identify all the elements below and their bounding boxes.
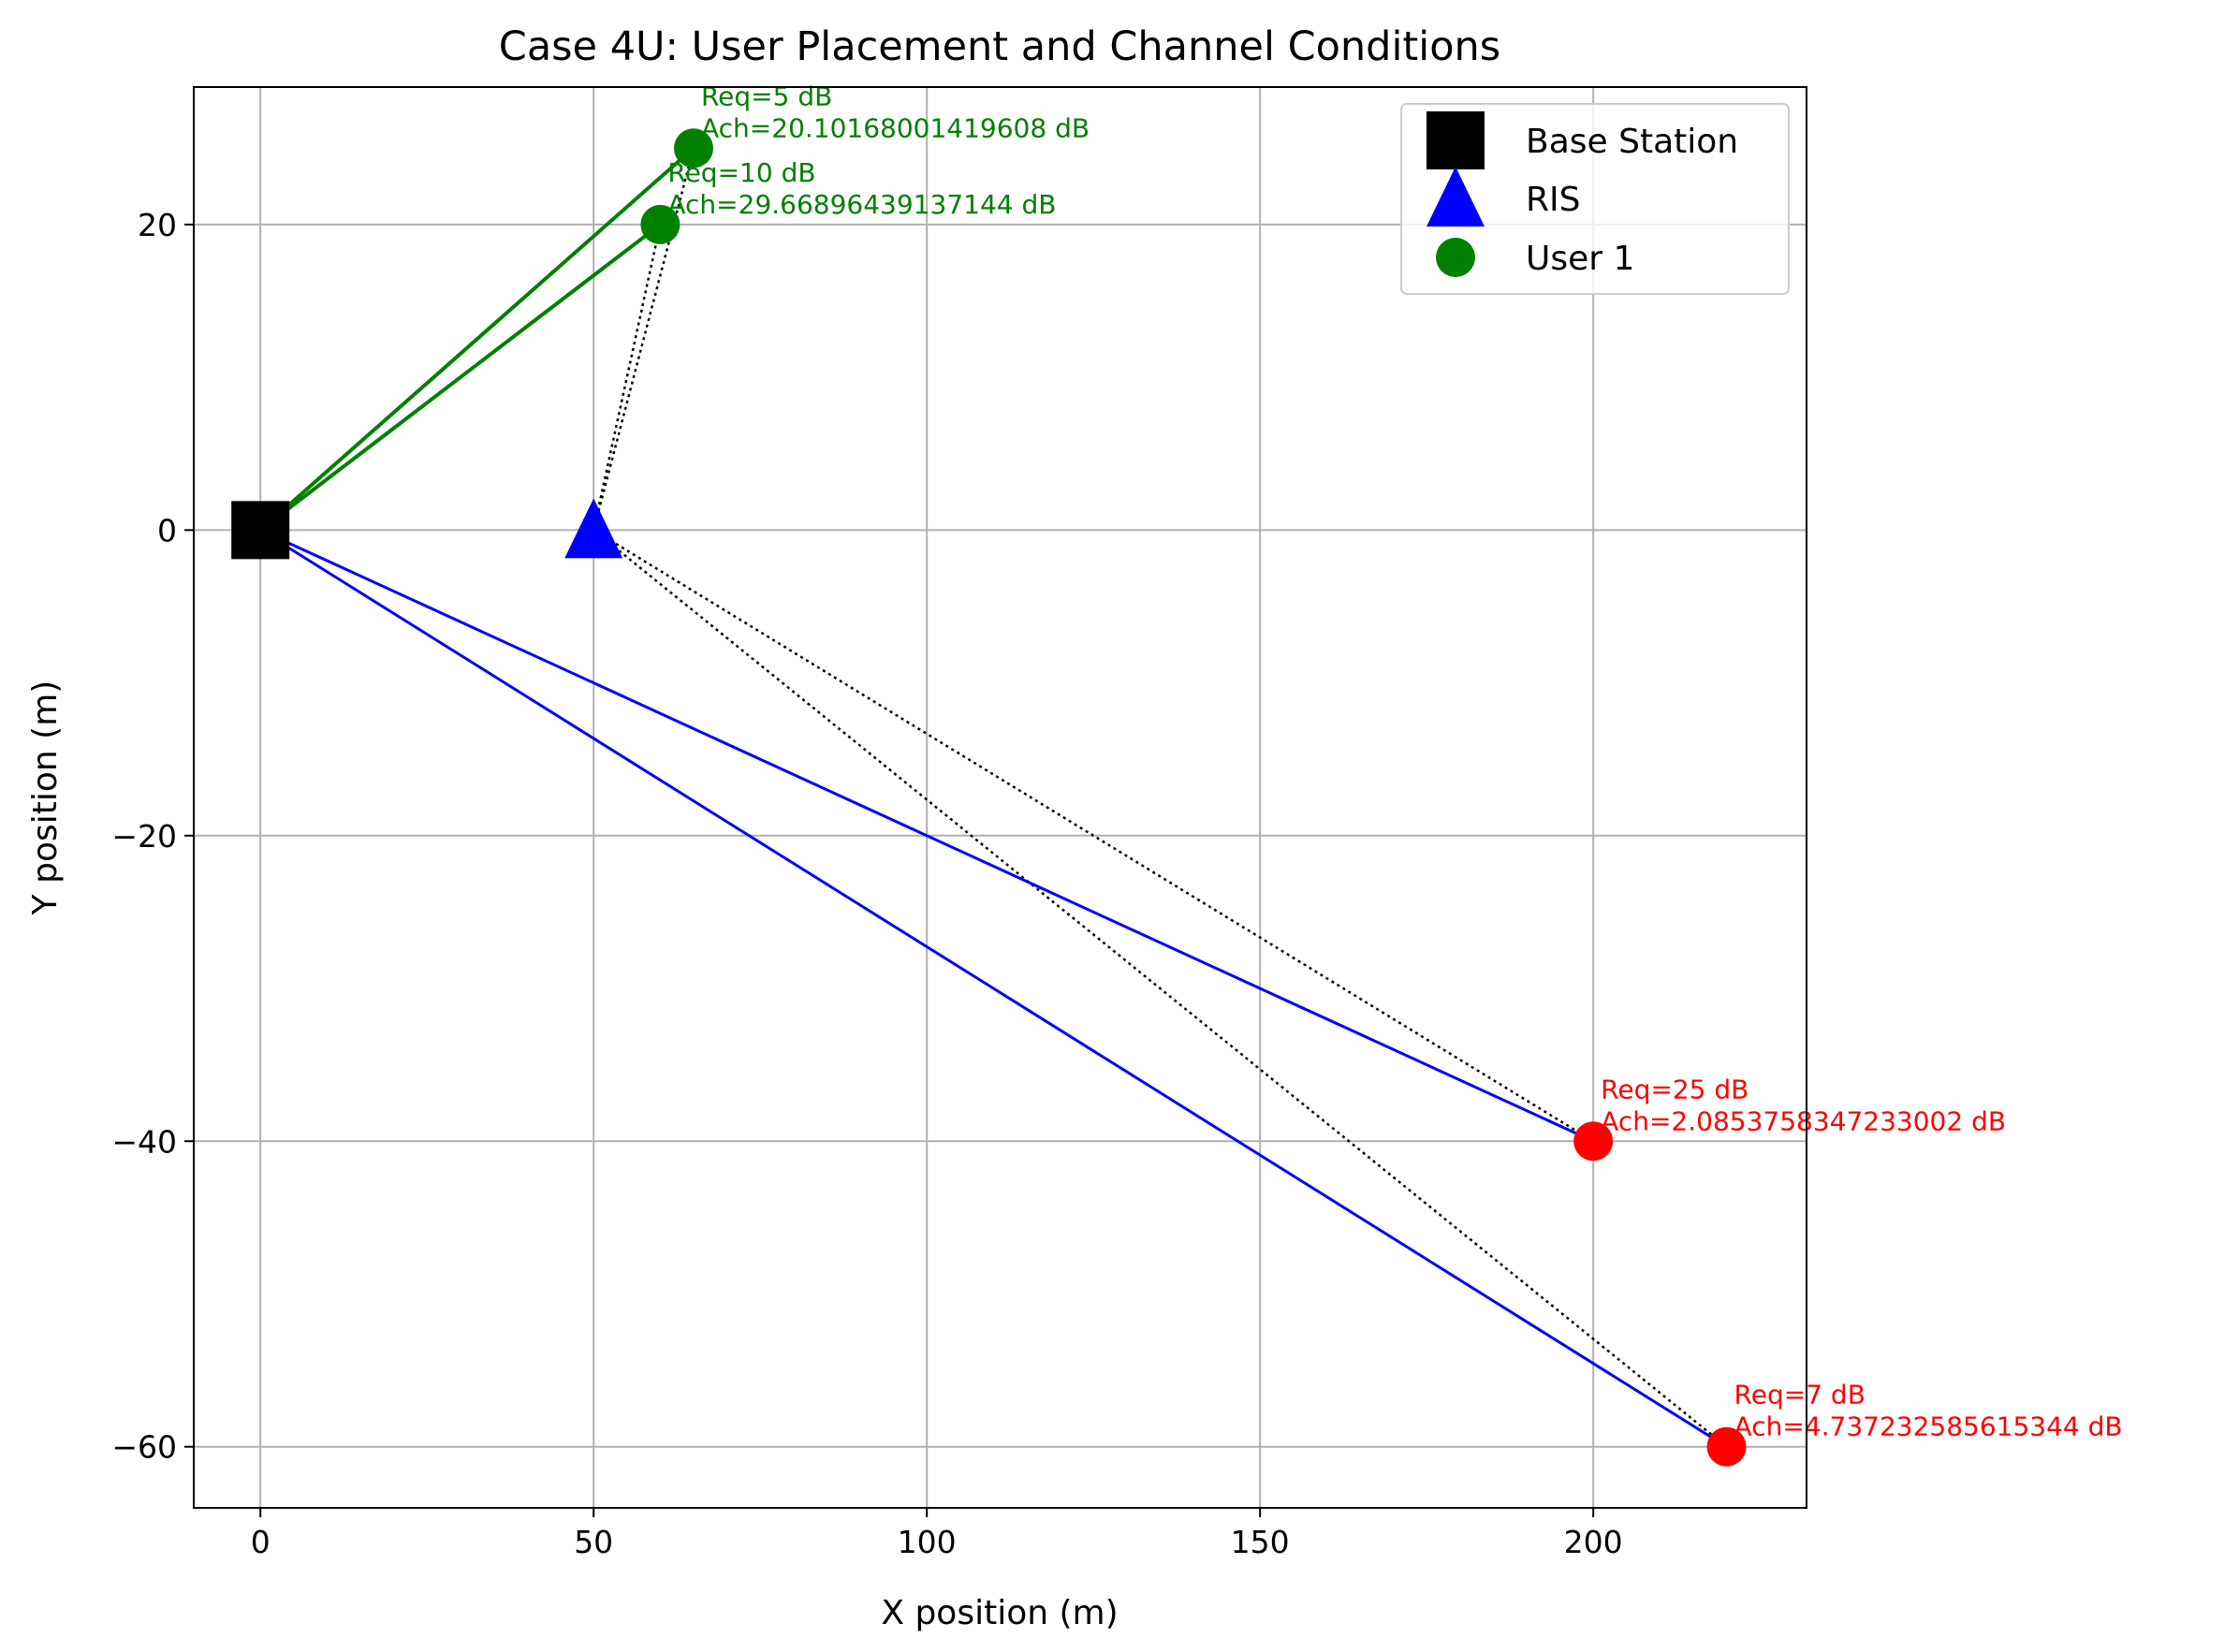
x-axis-label: X position (m) bbox=[881, 1594, 1118, 1632]
user-marker bbox=[1573, 1121, 1614, 1162]
x-tick-label: 0 bbox=[251, 1524, 271, 1560]
x-tick-label: 100 bbox=[898, 1524, 957, 1560]
y-tick-label: 20 bbox=[138, 207, 177, 243]
legend-label: Base Station bbox=[1526, 123, 1738, 161]
user-req-label: Req=7 dB bbox=[1734, 1380, 1866, 1411]
legend-label: User 1 bbox=[1526, 240, 1634, 278]
y-tick-label: −40 bbox=[111, 1123, 177, 1160]
y-tick-label: 0 bbox=[157, 512, 177, 548]
ticks: 0 50 100 150 200 −60 −40 −20 0 20 bbox=[111, 207, 1622, 1560]
user-ach-label: Ach=4.737232585615344 dB bbox=[1734, 1411, 2123, 1442]
user-ach-label: Ach=29.66896439137144 dB bbox=[667, 189, 1056, 220]
legend-label: RIS bbox=[1526, 181, 1580, 219]
user-marker bbox=[1706, 1426, 1747, 1467]
legend-square-icon bbox=[1427, 111, 1485, 169]
user-req-label: Req=25 dB bbox=[1601, 1074, 1748, 1104]
ris-link-line bbox=[593, 529, 1728, 1448]
x-tick-label: 200 bbox=[1564, 1524, 1623, 1560]
user-ach-label: Ach=20.10168001419608 dB bbox=[701, 112, 1090, 143]
user-req-label: Req=10 dB bbox=[667, 157, 815, 188]
user-marker bbox=[640, 204, 680, 244]
user-req-label: Req=5 dB bbox=[701, 80, 832, 111]
direct-link-line bbox=[259, 528, 1594, 1143]
ris-link-line bbox=[593, 529, 1594, 1143]
chart-title: Case 4U: User Placement and Channel Cond… bbox=[499, 23, 1500, 70]
x-tick-label: 150 bbox=[1231, 1524, 1290, 1560]
x-tick-label: 50 bbox=[574, 1524, 613, 1560]
links bbox=[258, 146, 1728, 1448]
legend-triangle-icon bbox=[1427, 167, 1485, 227]
y-axis-label: Y position (m) bbox=[26, 680, 65, 916]
direct-link-line bbox=[259, 529, 1728, 1448]
legend: Base Station RIS User 1 bbox=[1400, 103, 1790, 295]
user-ach-label: Ach=2.0853758347233002 dB bbox=[1601, 1105, 2006, 1136]
direct-link-line bbox=[258, 146, 695, 532]
legend-circle-icon bbox=[1436, 238, 1475, 277]
markers bbox=[231, 128, 1747, 1467]
plot-frame bbox=[193, 86, 1807, 1509]
y-tick-label: −60 bbox=[111, 1429, 177, 1466]
user-marker bbox=[673, 128, 713, 168]
ris-link-line bbox=[592, 147, 695, 531]
legend-box bbox=[1400, 103, 1790, 295]
direct-link-line bbox=[258, 223, 662, 532]
base-station-marker bbox=[231, 501, 290, 560]
y-tick-label: −20 bbox=[111, 818, 177, 855]
ris-marker bbox=[564, 498, 623, 559]
